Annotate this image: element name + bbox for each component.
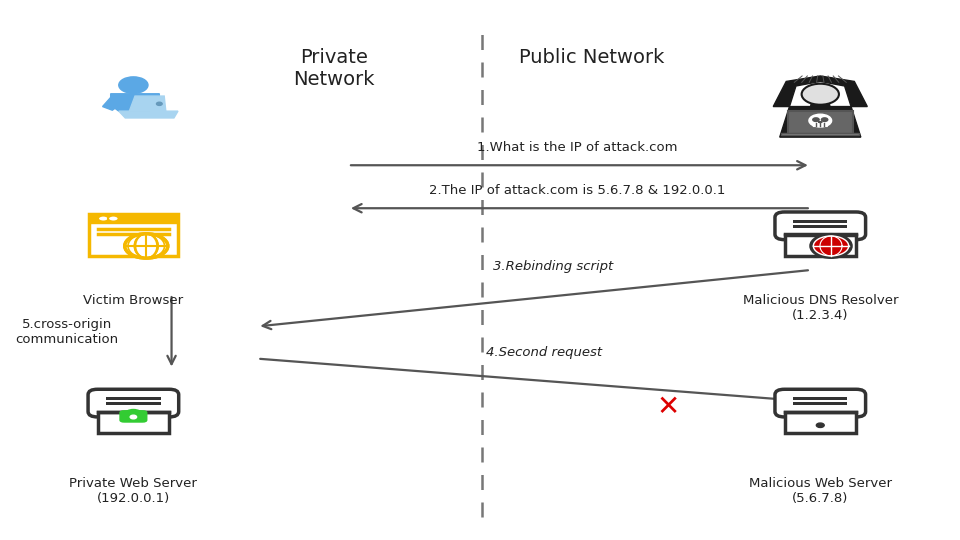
Circle shape [108, 215, 119, 221]
Circle shape [119, 77, 148, 93]
Circle shape [822, 118, 828, 122]
Text: 4.Second request: 4.Second request [486, 346, 602, 359]
Circle shape [813, 118, 819, 122]
FancyBboxPatch shape [119, 410, 148, 423]
FancyBboxPatch shape [107, 402, 160, 405]
Circle shape [811, 235, 852, 257]
Polygon shape [818, 122, 823, 123]
Text: 3.Rebinding script: 3.Rebinding script [493, 260, 613, 273]
FancyBboxPatch shape [793, 220, 848, 223]
Text: Malicious DNS Resolver
(1.2.3.4): Malicious DNS Resolver (1.2.3.4) [742, 294, 898, 322]
FancyBboxPatch shape [788, 111, 852, 134]
FancyBboxPatch shape [107, 397, 160, 400]
Text: 2.The IP of attack.com is 5.6.7.8 & 192.0.0.1: 2.The IP of attack.com is 5.6.7.8 & 192.… [429, 185, 725, 198]
Polygon shape [110, 94, 159, 111]
Circle shape [816, 423, 825, 428]
FancyBboxPatch shape [793, 225, 848, 228]
Text: Victim Browser: Victim Browser [84, 294, 183, 307]
Circle shape [125, 234, 168, 258]
Polygon shape [89, 214, 178, 223]
Text: ✕: ✕ [656, 393, 680, 421]
FancyBboxPatch shape [98, 413, 169, 433]
FancyBboxPatch shape [775, 212, 866, 240]
FancyBboxPatch shape [88, 389, 179, 417]
Polygon shape [130, 96, 166, 111]
Polygon shape [119, 111, 178, 118]
FancyBboxPatch shape [89, 214, 178, 256]
Text: Private Web Server
(192.0.0.1): Private Web Server (192.0.0.1) [69, 477, 198, 505]
Text: Public Network: Public Network [518, 48, 664, 68]
FancyBboxPatch shape [784, 235, 856, 256]
FancyBboxPatch shape [784, 413, 856, 433]
Polygon shape [780, 106, 861, 137]
Circle shape [809, 114, 831, 127]
FancyBboxPatch shape [775, 389, 866, 417]
Polygon shape [103, 97, 122, 110]
Circle shape [813, 236, 849, 256]
Text: Private
Network: Private Network [293, 48, 374, 89]
Text: 5.cross-origin
communication: 5.cross-origin communication [15, 318, 118, 346]
Polygon shape [810, 100, 830, 106]
Text: 1.What is the IP of attack.com: 1.What is the IP of attack.com [477, 141, 677, 154]
Polygon shape [773, 76, 867, 106]
FancyBboxPatch shape [793, 397, 848, 400]
FancyBboxPatch shape [781, 133, 859, 136]
Circle shape [98, 215, 108, 221]
FancyBboxPatch shape [126, 215, 173, 222]
Circle shape [156, 102, 162, 105]
Text: Malicious Web Server
(5.6.7.8): Malicious Web Server (5.6.7.8) [749, 477, 892, 505]
Circle shape [125, 234, 168, 258]
Circle shape [131, 415, 136, 419]
Polygon shape [812, 122, 828, 126]
FancyBboxPatch shape [793, 402, 848, 405]
Circle shape [802, 84, 839, 105]
